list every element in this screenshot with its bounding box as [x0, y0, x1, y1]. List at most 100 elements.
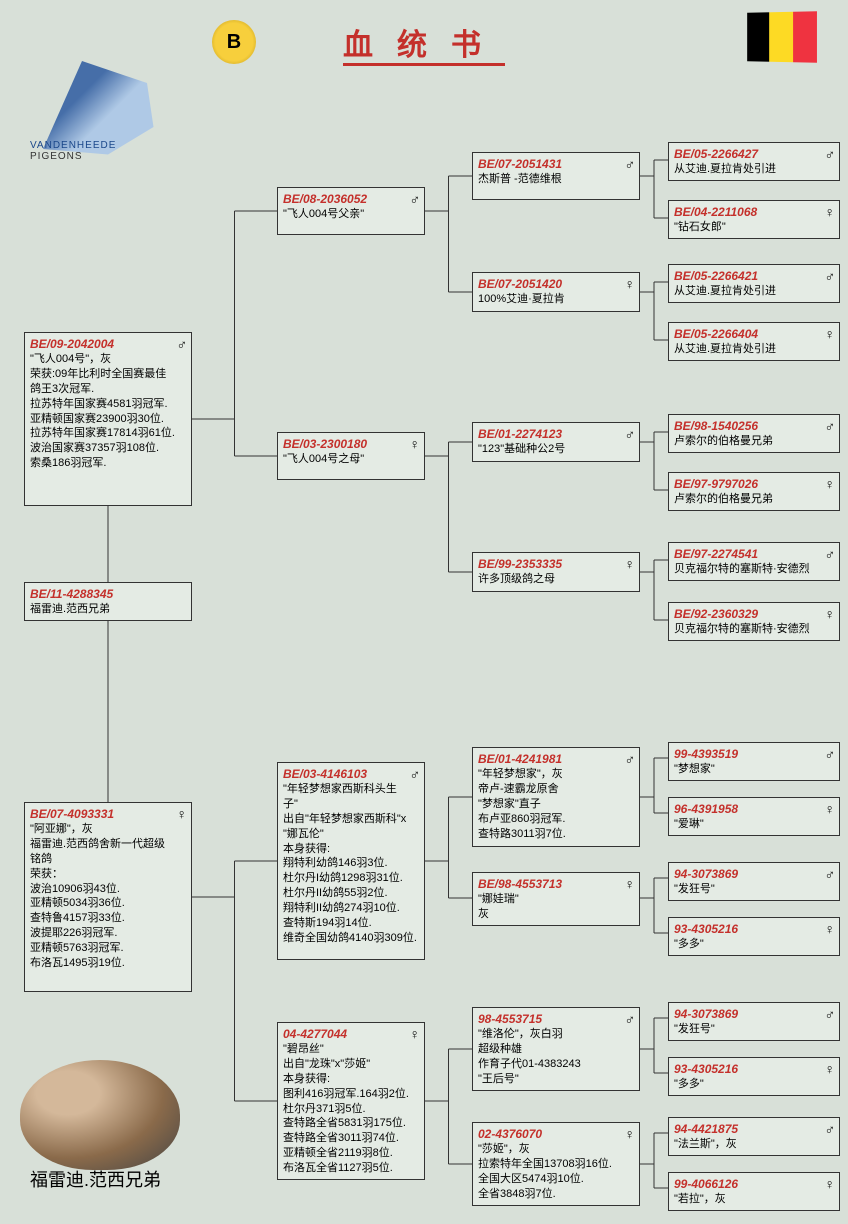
pedigree-box-gg10: 96-4391958♀"爱琳" — [668, 797, 840, 836]
detail-line: "维洛伦"，灰白羽 — [478, 1027, 634, 1042]
ring-number: BE/05-2266427 — [674, 146, 834, 162]
detail-line: "年轻梦想家"，灰 — [478, 767, 634, 782]
ring-number: BE/05-2266421 — [674, 268, 834, 284]
detail-line: 从艾迪.夏拉肯处引进 — [674, 284, 834, 299]
pedigree-box-dam: BE/07-4093331♀"阿亚娜"，灰福雷迪.范西鸽舍新一代超级铭鸽荣获：波… — [24, 802, 192, 992]
ring-number: BE/01-2274123 — [478, 426, 634, 442]
detail-line: 查特路全省5831羽175位. — [283, 1116, 419, 1131]
detail-line: "爱琳" — [674, 817, 834, 832]
ring-number: BE/08-2036052 — [283, 191, 419, 207]
ring-number: BE/99-2353335 — [478, 556, 634, 572]
gender-icon: ♂ — [825, 545, 836, 564]
detail-line: "梦想家"直子 — [478, 797, 634, 812]
pedigree-box-gp2: BE/07-2051420♀100%艾迪·夏拉肯 — [472, 272, 640, 312]
ring-number: 02-4376070 — [478, 1126, 634, 1142]
detail-line: "王后号" — [478, 1072, 634, 1087]
pedigree-box-gg3: BE/05-2266421♂从艾迪.夏拉肯处引进 — [668, 264, 840, 303]
pedigree-box-gp1: BE/07-2051431♂杰斯普 -范德维根 — [472, 152, 640, 200]
detail-line: "飞人004号父亲" — [283, 207, 419, 222]
detail-line: 波治10906羽43位. — [30, 882, 186, 897]
detail-line: 维奇全国幼鸽4140羽309位. — [283, 931, 419, 946]
pedigree-box-gp6: BE/98-4553713♀"娜娃瑞"灰 — [472, 872, 640, 926]
gender-icon: ♀ — [825, 1175, 836, 1194]
gender-icon: ♀ — [410, 1025, 421, 1044]
detail-line: "多多" — [674, 1077, 834, 1092]
pedigree-box-p3: BE/03-4146103♂"年轻梦想家西斯科头生子"出自"年轻梦想家西斯科"x… — [277, 762, 425, 960]
pedigree-box-sire: BE/09-2042004♂"飞人004号"，灰荣获:09年比利时全国赛最佳鸽王… — [24, 332, 192, 506]
detail-line: 索桑186羽冠军. — [30, 456, 186, 471]
detail-line: 翔特利幼鸽146羽3位. — [283, 856, 419, 871]
ring-number: BE/01-4241981 — [478, 751, 634, 767]
detail-line: 帝卢-速霸龙原舍 — [478, 782, 634, 797]
detail-line: 布卢亚860羽冠军. — [478, 812, 634, 827]
detail-line: "发狂号" — [674, 1022, 834, 1037]
detail-line: "娜娃瑞" — [478, 892, 634, 907]
doc-title: 血统书 — [343, 20, 505, 64]
ring-number: 93-4305216 — [674, 1061, 834, 1077]
pedigree-box-gg9: 99-4393519♂"梦想家" — [668, 742, 840, 781]
ring-number: 93-4305216 — [674, 921, 834, 937]
pedigree-box-p4: 04-4277044♀"碧昂丝"出自"龙珠"x"莎姬"本身获得:图利416羽冠军… — [277, 1022, 425, 1180]
pedigree-box-gp8: 02-4376070♀"莎姬"，灰拉索特年全国13708羽16位.全国大区547… — [472, 1122, 640, 1206]
ring-number: BE/04-2211068 — [674, 204, 834, 220]
gender-icon: ♂ — [825, 1005, 836, 1024]
ring-number: BE/92-2360329 — [674, 606, 834, 622]
detail-line: 亚精顿5763羽冠军. — [30, 941, 186, 956]
gender-icon: ♀ — [177, 805, 188, 824]
detail-line: 全国大区5474羽10位. — [478, 1172, 634, 1187]
ring-number: 99-4393519 — [674, 746, 834, 762]
pedigree-box-gg4: BE/05-2266404♀从艾迪.夏拉肯处引进 — [668, 322, 840, 361]
detail-line: "莎姬"，灰 — [478, 1142, 634, 1157]
pedigree-box-gg12: 93-4305216♀"多多" — [668, 917, 840, 956]
detail-line: 全省3848羽7位. — [478, 1187, 634, 1202]
detail-line: 铭鸽 — [30, 852, 186, 867]
pedigree-box-gg14: 93-4305216♀"多多" — [668, 1057, 840, 1096]
detail-line: 查特路3011羽7位. — [478, 827, 634, 842]
ring-number: 04-4277044 — [283, 1026, 419, 1042]
ring-number: BE/09-2042004 — [30, 336, 186, 352]
ring-number: BE/98-1540256 — [674, 418, 834, 434]
detail-line: 布洛瓦1495羽19位. — [30, 956, 186, 971]
ring-number: BE/98-4553713 — [478, 876, 634, 892]
pedigree-box-gg2: BE/04-2211068♀"钻石女郎" — [668, 200, 840, 239]
detail-line: 杜尔丹II幼鸽55羽2位. — [283, 886, 419, 901]
detail-line: 从艾迪.夏拉肯处引进 — [674, 162, 834, 177]
detail-line: "阿亚娜"，灰 — [30, 822, 186, 837]
ring-number: 96-4391958 — [674, 801, 834, 817]
gender-icon: ♀ — [825, 920, 836, 939]
detail-line: "发狂号" — [674, 882, 834, 897]
gender-icon: ♀ — [825, 1060, 836, 1079]
pedigree-box-p1: BE/08-2036052♂"飞人004号父亲" — [277, 187, 425, 235]
detail-line: 福雷迪.范西鸽舍新一代超级 — [30, 837, 186, 852]
gender-icon: ♂ — [825, 145, 836, 164]
belgium-flag — [747, 11, 817, 63]
ring-number: 99-4066126 — [674, 1176, 834, 1192]
detail-line: 从艾迪.夏拉肯处引进 — [674, 342, 834, 357]
detail-line: "123"基础种公2号 — [478, 442, 634, 457]
ring-number: 94-4421875 — [674, 1121, 834, 1137]
detail-line: 贝克福尔特的塞斯特·安德烈 — [674, 562, 834, 577]
detail-line: 杜尔丹371羽5位. — [283, 1102, 419, 1117]
pedigree-box-p2: BE/03-2300180♀"飞人004号之母" — [277, 432, 425, 480]
detail-line: "多多" — [674, 937, 834, 952]
detail-line: 100%艾迪·夏拉肯 — [478, 292, 634, 307]
detail-line: 出自"年轻梦想家西斯科"x — [283, 812, 419, 827]
breeder-photo — [20, 1060, 180, 1170]
pedigree-box-gg13: 94-3073869♂"发狂号" — [668, 1002, 840, 1041]
detail-line: 许多顶级鸽之母 — [478, 572, 634, 587]
breeder-caption: 福雷迪.范西兄弟 — [30, 1166, 161, 1192]
pedigree-box-gp5: BE/01-4241981♂"年轻梦想家"，灰帝卢-速霸龙原舍"梦想家"直子布卢… — [472, 747, 640, 847]
gender-icon: ♂ — [410, 190, 421, 209]
detail-line: 波提耶226羽冠军. — [30, 926, 186, 941]
detail-line: 超级种雄 — [478, 1042, 634, 1057]
federation-crest: B — [212, 20, 256, 64]
detail-line: 查特鲁4157羽33位. — [30, 911, 186, 926]
gender-icon: ♂ — [825, 417, 836, 436]
detail-line: 查特路全省3011羽74位. — [283, 1131, 419, 1146]
gender-icon: ♂ — [177, 335, 188, 354]
ring-number: BE/97-9797026 — [674, 476, 834, 492]
header: B 血统书 — [12, 12, 836, 72]
detail-line: 波治国家赛37357羽108位. — [30, 441, 186, 456]
detail-line: 本身获得: — [283, 1072, 419, 1087]
pedigree-box-gg6: BE/97-9797026♀卢索尔的伯格曼兄弟 — [668, 472, 840, 511]
